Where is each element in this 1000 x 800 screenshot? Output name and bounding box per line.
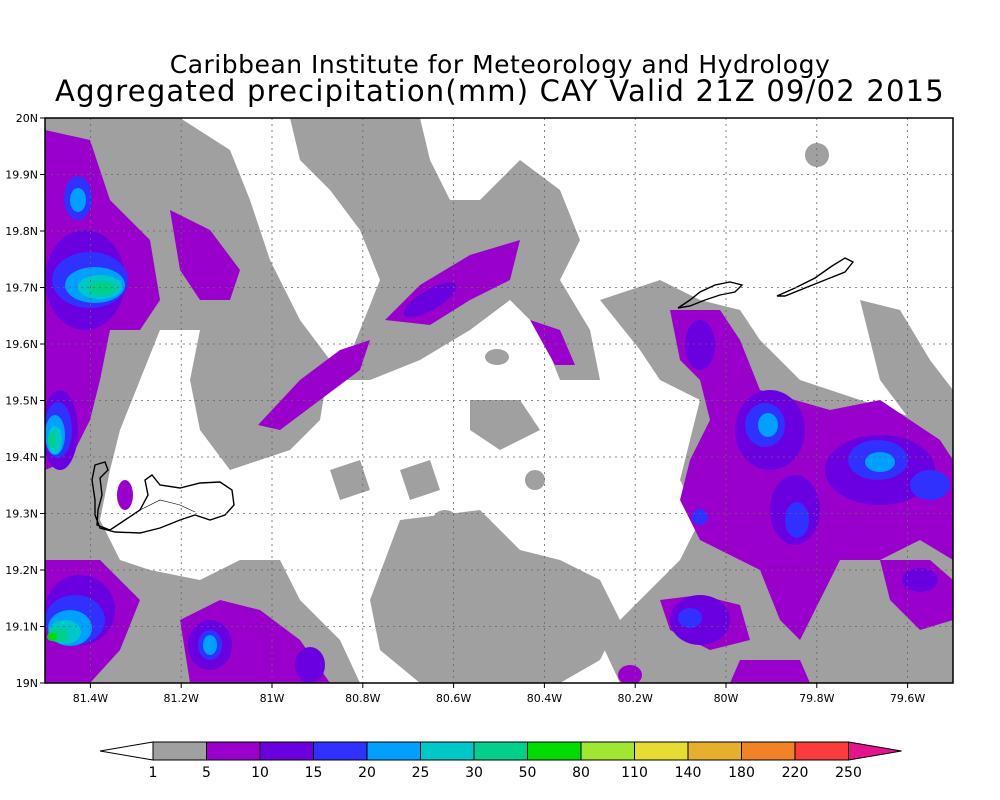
lon-tick-label: 80.6W [436,692,471,705]
cayman-brac-outline [776,257,855,297]
grid-lines [45,118,953,683]
colorbar-label: 250 [835,765,862,781]
lon-tick-label: 80.2W [618,692,653,705]
colorbar-label: 10 [251,765,269,781]
lon-tick-label: 80W [714,692,739,705]
precipitation-field [45,118,953,683]
lat-tick-label: 19.5N [5,395,38,408]
colorbar-label: 110 [621,765,648,781]
colorbar-label: 50 [519,765,537,781]
colorbar-swatch [580,741,635,761]
colorbar-high-arrow [848,741,902,761]
lon-tick-label: 81.2W [164,692,199,705]
colorbar-label: 20 [358,765,376,781]
grand-cayman-inner [139,499,196,513]
lat-tick-label: 19.7N [5,282,38,295]
lon-tick-label: 80.8W [345,692,380,705]
colorbar-label: 25 [412,765,430,781]
colorbar-label: 140 [675,765,702,781]
chart-title-line2: Aggregated precipitation(mm) CAY Valid 2… [55,74,945,108]
lon-tick-label: 80.4W [527,692,562,705]
chart-title-line1: Caribbean Institute for Meteorology and … [169,50,831,79]
colorbar: 1 5 10 15 20 25 30 50 80 110 140 180 220 250 [99,741,902,781]
colorbar-swatch [687,741,742,761]
colorbar-swatch [741,741,796,761]
lat-tick-label: 19.4N [5,451,38,464]
colorbar-label: 5 [202,765,211,781]
lat-tick-label: 19.8N [5,225,38,238]
colorbar-swatch [527,741,582,761]
colorbar-label: 220 [782,765,809,781]
colorbar-swatch [366,741,421,761]
colorbar-swatch [206,741,261,761]
colorbar-label: 30 [465,765,483,781]
lon-tick-label: 79.8W [799,692,834,705]
precip-brightgreen-50-80mm [47,633,57,641]
colorbar-label: 1 [149,765,158,781]
lon-tick-label: 81.4W [73,692,108,705]
colorbar-label: 15 [305,765,323,781]
lat-tick-label: 20N [16,112,38,125]
colorbar-swatch [313,741,368,761]
colorbar-low-arrow [99,741,154,761]
island-outlines [91,257,855,534]
colorbar-swatch [152,741,207,761]
little-cayman-outline [677,281,744,309]
lat-tick-label: 19N [16,677,38,690]
lat-tick-label: 19.3N [5,508,38,521]
colorbar-swatch [473,741,528,761]
lat-tick-label: 19.2N [5,564,38,577]
colorbar-label: 180 [728,765,755,781]
lat-tick-label: 19.6N [5,338,38,351]
colorbar-label: 80 [572,765,590,781]
lat-tick-label: 19.9N [5,169,38,182]
colorbar-swatch [634,741,689,761]
grand-cayman-outline [91,461,235,534]
colorbar-swatch [259,741,314,761]
map-frame [44,117,954,684]
lon-tick-label: 79.6W [890,692,925,705]
colorbar-swatch [794,741,849,761]
axis-ticks: 81.4W 81.2W 81W 80.8W 80.6W 80.4W 80.2W 80W 79.8… [5,112,925,705]
colorbar-swatch [420,741,475,761]
lon-tick-label: 81W [260,692,285,705]
lat-tick-label: 19.1N [5,621,38,634]
